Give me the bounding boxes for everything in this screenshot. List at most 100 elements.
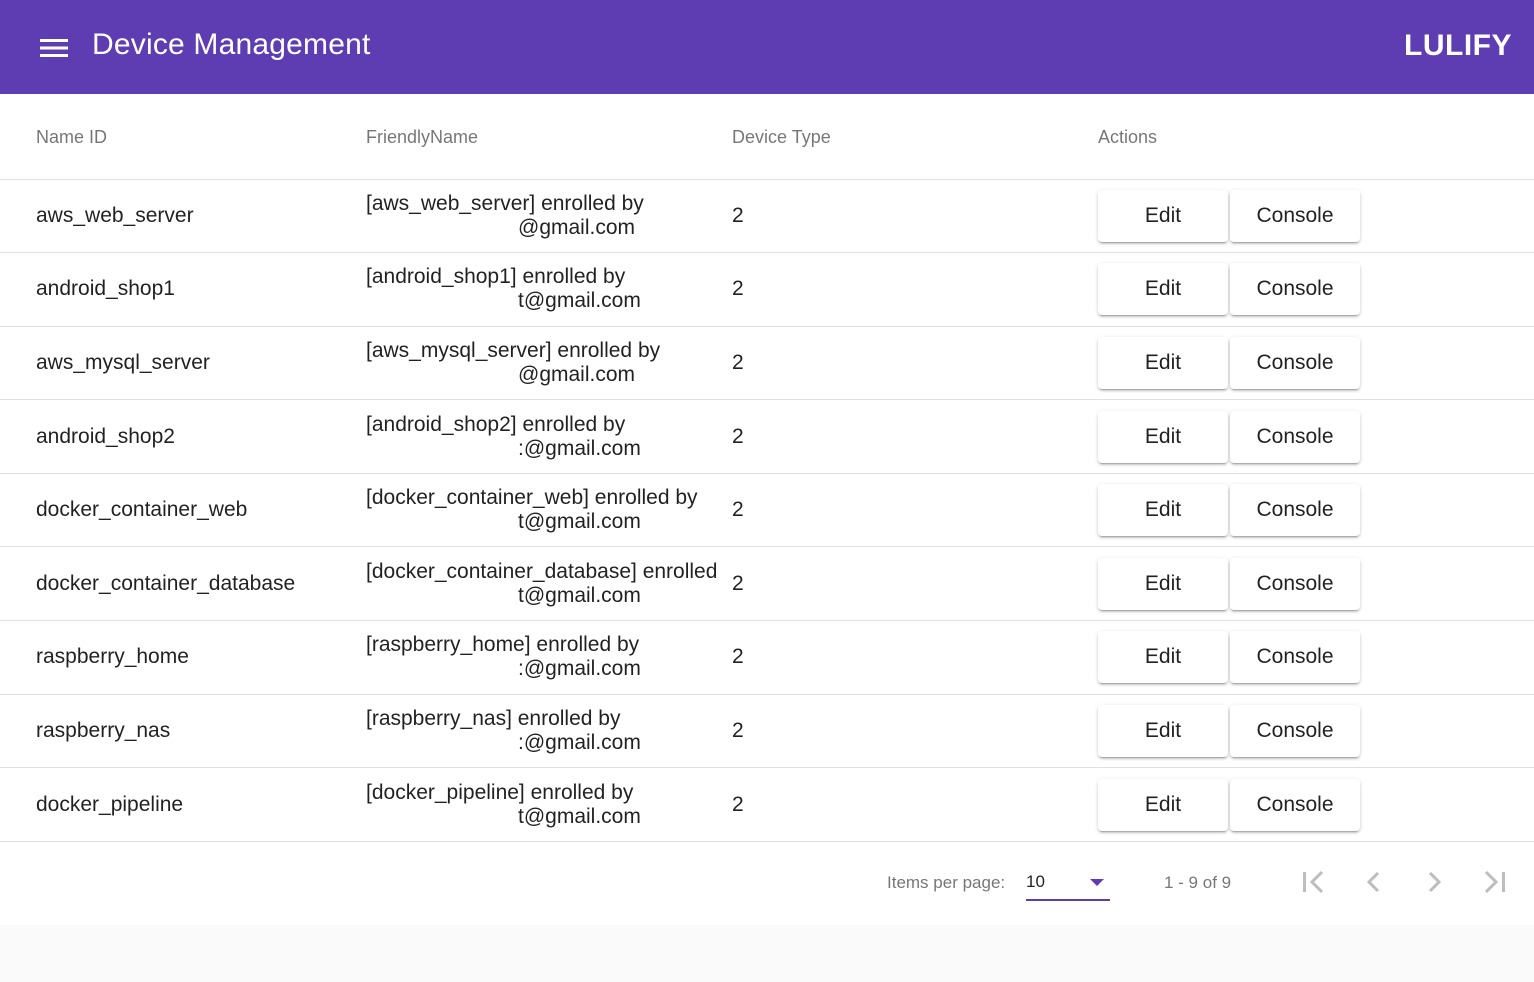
- table-row: docker_container_web [docker_container_we…: [0, 473, 1534, 548]
- friendly-name-line2: @gmail.com: [518, 215, 636, 239]
- console-button[interactable]: Console: [1230, 189, 1360, 242]
- cell-actions: Edit Console: [1098, 473, 1534, 548]
- column-header-friendly-name: FriendlyName: [366, 94, 732, 180]
- friendly-name-line2: :@gmail.com: [518, 657, 641, 681]
- cell-device-type: 2: [732, 326, 1098, 401]
- device-table: Name ID FriendlyName Device Type Actions…: [0, 94, 1534, 842]
- friendly-name-line1: [docker_container_database] enrolled: [366, 559, 718, 583]
- table-row: docker_container_database [docker_contain…: [0, 546, 1534, 622]
- table-row: docker_pipeline [docker_pipeline] enrolle…: [0, 767, 1534, 842]
- edit-button[interactable]: Edit: [1098, 263, 1228, 316]
- table-row: raspberry_nas [raspberry_nas] enrolled by…: [0, 694, 1534, 769]
- page-background: [0, 925, 1534, 982]
- edit-button[interactable]: Edit: [1098, 336, 1228, 389]
- next-page-button[interactable]: [1414, 862, 1454, 902]
- cell-device-type: 2: [732, 620, 1098, 695]
- brand-logo-text: LULIFY: [1404, 29, 1512, 62]
- cell-actions: Edit Console: [1098, 694, 1534, 769]
- menu-button[interactable]: [34, 31, 74, 65]
- cell-device-type: 2: [732, 179, 1098, 254]
- cell-friendly-name: [raspberry_nas] enrolled by:@gmail.com: [366, 694, 732, 769]
- cell-name-id: raspberry_nas: [0, 694, 366, 769]
- table-row: raspberry_home [raspberry_home] enrolled …: [0, 620, 1534, 695]
- app-toolbar: Device Management LULIFY: [0, 0, 1534, 94]
- first-page-button[interactable]: [1294, 862, 1334, 902]
- friendly-name-line1: [aws_mysql_server] enrolled by: [366, 338, 661, 362]
- friendly-name-line2: t@gmail.com: [518, 289, 641, 313]
- table-row: aws_mysql_server [aws_mysql_server] enrol…: [0, 326, 1534, 401]
- cell-friendly-name: [android_shop1] enrolled by t@gmail.com: [366, 252, 732, 327]
- chevron-right-icon: [1428, 871, 1442, 893]
- cell-friendly-name: [aws_web_server] enrolled by @gmail.com: [366, 179, 732, 254]
- cell-friendly-name: [android_shop2] enrolled by:@gmail.com: [366, 399, 732, 474]
- cell-name-id: docker_container_web: [0, 473, 366, 548]
- table-row: android_shop2 [android_shop2] enrolled by…: [0, 399, 1534, 474]
- cell-name-id: android_shop1: [0, 252, 366, 327]
- console-button[interactable]: Console: [1230, 263, 1360, 316]
- cell-device-type: 2: [732, 767, 1098, 842]
- first-page-icon: [1303, 870, 1324, 894]
- edit-button[interactable]: Edit: [1098, 557, 1228, 610]
- cell-device-type: 2: [732, 399, 1098, 474]
- previous-page-button[interactable]: [1354, 862, 1394, 902]
- friendly-name-line1: [docker_pipeline] enrolled by: [366, 780, 634, 804]
- console-button[interactable]: Console: [1230, 778, 1360, 831]
- column-header-name-id: Name ID: [0, 94, 366, 180]
- console-button[interactable]: Console: [1230, 557, 1360, 610]
- console-button[interactable]: Console: [1230, 631, 1360, 684]
- friendly-name-line2: t@gmail.com: [518, 583, 641, 607]
- table-header-row: Name ID FriendlyName Device Type Actions: [0, 94, 1534, 180]
- cell-actions: Edit Console: [1098, 399, 1534, 474]
- edit-button[interactable]: Edit: [1098, 189, 1228, 242]
- edit-button[interactable]: Edit: [1098, 778, 1228, 831]
- friendly-name-line1: [raspberry_home] enrolled by: [366, 633, 640, 657]
- console-button[interactable]: Console: [1230, 704, 1360, 757]
- cell-actions: Edit Console: [1098, 620, 1534, 695]
- cell-name-id: docker_container_database: [0, 546, 366, 622]
- row-actions: Edit Console: [1098, 484, 1534, 537]
- column-header-actions: Actions: [1098, 94, 1534, 180]
- cell-friendly-name: [docker_container_database] enrolled t@gm…: [366, 546, 732, 622]
- cell-device-type: 2: [732, 546, 1098, 622]
- last-page-icon: [1484, 870, 1505, 894]
- paginator: Items per page: 10 1 - 9 of 9: [0, 840, 1534, 925]
- device-table-card: Name ID FriendlyName Device Type Actions…: [0, 94, 1534, 925]
- items-per-page-select[interactable]: 10: [1026, 867, 1110, 901]
- edit-button[interactable]: Edit: [1098, 631, 1228, 684]
- cell-actions: Edit Console: [1098, 326, 1534, 401]
- menu-icon: [40, 39, 68, 57]
- friendly-name-line1: [raspberry_nas] enrolled by: [366, 706, 621, 730]
- friendly-name-line2: t@gmail.com: [518, 804, 641, 828]
- row-actions: Edit Console: [1098, 778, 1534, 831]
- cell-device-type: 2: [732, 473, 1098, 548]
- friendly-name-line1: [docker_container_web] enrolled by: [366, 486, 698, 510]
- cell-friendly-name: [docker_pipeline] enrolled by t@gmail.com: [366, 767, 732, 842]
- cell-name-id: raspberry_home: [0, 620, 366, 695]
- cell-actions: Edit Console: [1098, 179, 1534, 254]
- items-per-page-value: 10: [1026, 872, 1045, 891]
- cell-actions: Edit Console: [1098, 767, 1534, 842]
- cell-actions: Edit Console: [1098, 252, 1534, 327]
- edit-button[interactable]: Edit: [1098, 484, 1228, 537]
- row-actions: Edit Console: [1098, 263, 1534, 316]
- console-button[interactable]: Console: [1230, 410, 1360, 463]
- friendly-name-line1: [android_shop1] enrolled by: [366, 265, 626, 289]
- last-page-button[interactable]: [1474, 862, 1514, 902]
- column-header-device-type: Device Type: [732, 94, 1098, 180]
- cell-name-id: docker_pipeline: [0, 767, 366, 842]
- cell-device-type: 2: [732, 694, 1098, 769]
- friendly-name-line2: @gmail.com: [518, 362, 636, 386]
- console-button[interactable]: Console: [1230, 336, 1360, 389]
- items-per-page-label: Items per page:: [887, 873, 1006, 892]
- cell-name-id: aws_mysql_server: [0, 326, 366, 401]
- page-range-label: 1 - 9 of 9: [1164, 873, 1232, 892]
- row-actions: Edit Console: [1098, 410, 1534, 463]
- edit-button[interactable]: Edit: [1098, 704, 1228, 757]
- edit-button[interactable]: Edit: [1098, 410, 1228, 463]
- console-button[interactable]: Console: [1230, 484, 1360, 537]
- row-actions: Edit Console: [1098, 557, 1534, 610]
- row-actions: Edit Console: [1098, 336, 1534, 389]
- dropdown-arrow-icon: [1090, 879, 1104, 886]
- friendly-name-line2: t@gmail.com: [518, 510, 641, 534]
- cell-device-type: 2: [732, 252, 1098, 327]
